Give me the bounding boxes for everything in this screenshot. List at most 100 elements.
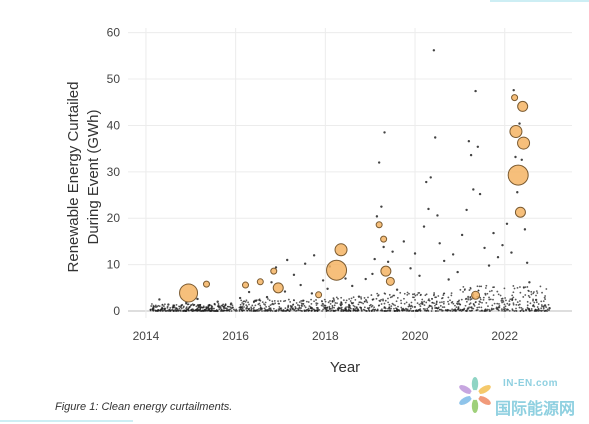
event-point bbox=[449, 309, 451, 312]
event-point bbox=[151, 303, 153, 305]
event-point bbox=[503, 303, 506, 306]
event-point bbox=[382, 299, 384, 302]
event-point bbox=[161, 304, 164, 306]
event-point bbox=[323, 304, 326, 307]
event-point bbox=[255, 299, 258, 302]
event-point bbox=[351, 284, 354, 288]
event-point bbox=[382, 245, 385, 249]
event-point bbox=[366, 301, 369, 304]
event-point bbox=[220, 309, 223, 311]
event-point bbox=[289, 308, 292, 310]
event-point bbox=[217, 302, 220, 305]
event-point bbox=[305, 300, 308, 303]
event-point bbox=[261, 301, 264, 304]
event-point bbox=[496, 302, 499, 305]
event-point bbox=[196, 304, 199, 306]
event-point bbox=[509, 298, 512, 301]
event-point bbox=[540, 309, 542, 312]
event-point bbox=[546, 308, 549, 311]
event-point bbox=[419, 305, 422, 308]
event-point bbox=[329, 310, 332, 312]
event-point bbox=[532, 304, 535, 307]
event-point bbox=[383, 310, 386, 312]
event-point bbox=[472, 188, 475, 191]
event-point bbox=[471, 309, 473, 312]
event-point bbox=[488, 290, 491, 293]
event-point bbox=[456, 270, 459, 274]
event-point bbox=[363, 300, 366, 303]
bottom-accent-line bbox=[0, 420, 133, 422]
event-point bbox=[403, 297, 405, 300]
event-point bbox=[532, 292, 535, 295]
event-point bbox=[302, 303, 304, 305]
event-point bbox=[380, 308, 383, 311]
event-point bbox=[425, 293, 428, 296]
event-point bbox=[414, 294, 417, 297]
event-point bbox=[163, 308, 166, 311]
event-point bbox=[176, 309, 178, 312]
event-point bbox=[322, 303, 325, 305]
event-point bbox=[359, 306, 361, 309]
event-point bbox=[265, 305, 267, 308]
event-point bbox=[277, 309, 280, 312]
event-point bbox=[177, 309, 180, 312]
event-point bbox=[437, 310, 439, 312]
event-point bbox=[490, 289, 493, 292]
event-point bbox=[377, 294, 380, 296]
event-point bbox=[278, 302, 281, 305]
event-point bbox=[512, 291, 515, 294]
event-point bbox=[247, 308, 250, 311]
event-point bbox=[149, 309, 152, 312]
event-point bbox=[300, 304, 303, 307]
event-point bbox=[429, 176, 432, 179]
event-point bbox=[526, 286, 529, 288]
event-point bbox=[498, 303, 500, 305]
event-point bbox=[413, 293, 416, 295]
event-point bbox=[163, 303, 166, 306]
event-point bbox=[446, 309, 449, 312]
event-point bbox=[504, 310, 507, 312]
event-point bbox=[354, 310, 357, 312]
event-point bbox=[166, 310, 168, 312]
event-point bbox=[500, 308, 503, 311]
x-axis-title: Year bbox=[330, 359, 360, 376]
event-point bbox=[354, 298, 357, 301]
event-point bbox=[380, 298, 383, 301]
event-point bbox=[310, 292, 314, 295]
event-point bbox=[293, 308, 296, 311]
event-point bbox=[421, 298, 424, 301]
event-point bbox=[524, 286, 527, 289]
event-point bbox=[246, 309, 249, 312]
event-point bbox=[169, 310, 171, 312]
event-point bbox=[355, 306, 358, 309]
event-point bbox=[496, 290, 499, 293]
event-point bbox=[541, 309, 544, 312]
event-point bbox=[268, 309, 271, 312]
event-point bbox=[544, 298, 547, 301]
event-point bbox=[400, 302, 403, 305]
event-point bbox=[334, 302, 337, 304]
event-point bbox=[480, 306, 483, 309]
event-point bbox=[481, 310, 483, 312]
event-point bbox=[455, 306, 458, 309]
event-point bbox=[519, 300, 521, 302]
event-point bbox=[435, 303, 438, 306]
event-point bbox=[469, 302, 472, 305]
event-point bbox=[375, 297, 378, 300]
event-point bbox=[492, 298, 494, 301]
event-point bbox=[435, 301, 438, 304]
event-point bbox=[378, 299, 381, 302]
event-point bbox=[399, 291, 402, 294]
event-point bbox=[362, 302, 365, 305]
event-point bbox=[468, 306, 471, 309]
event-point bbox=[298, 304, 301, 307]
event-point bbox=[408, 310, 411, 312]
event-point bbox=[410, 301, 413, 304]
event-point bbox=[441, 306, 444, 309]
event-point bbox=[412, 310, 415, 312]
event-point bbox=[526, 300, 529, 303]
event-point bbox=[525, 309, 528, 311]
event-point bbox=[516, 286, 519, 289]
event-point bbox=[542, 306, 545, 309]
